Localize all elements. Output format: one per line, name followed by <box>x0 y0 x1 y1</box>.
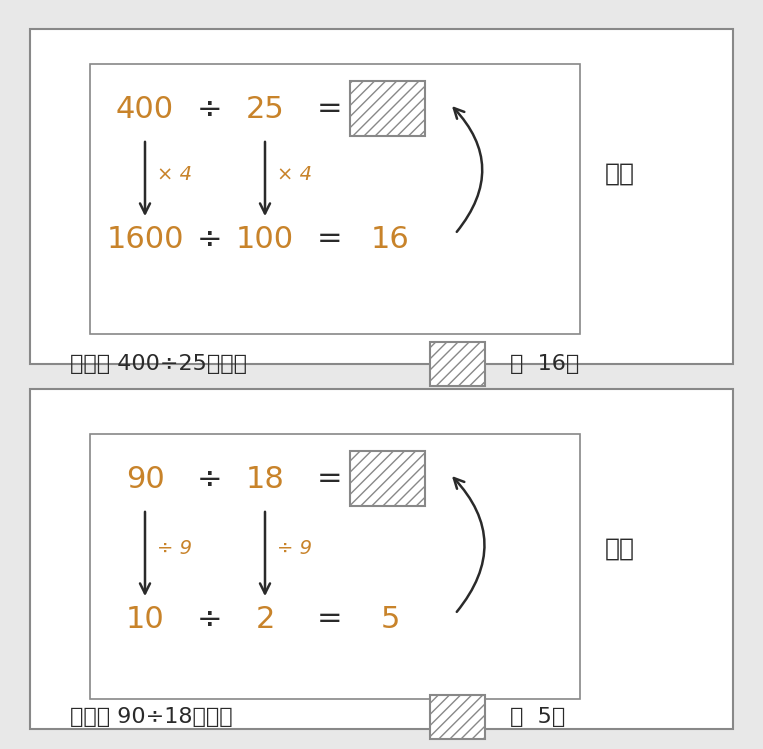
Text: 90: 90 <box>126 464 164 494</box>
FancyArrowPatch shape <box>454 108 482 232</box>
Text: × 4: × 4 <box>277 165 312 184</box>
Bar <box>90 64 580 334</box>
Text: 1600: 1600 <box>106 225 184 253</box>
Text: 2: 2 <box>256 604 275 634</box>
Text: =: = <box>317 464 343 494</box>
Text: ÷: ÷ <box>197 464 223 494</box>
Text: 因此， 90÷18的答案: 因此， 90÷18的答案 <box>70 707 233 727</box>
Text: 18: 18 <box>246 464 285 494</box>
Text: =: = <box>317 604 343 634</box>
FancyArrowPatch shape <box>454 478 485 612</box>
Text: 不变: 不变 <box>605 537 635 561</box>
Text: 5: 5 <box>380 604 400 634</box>
Text: =: = <box>317 225 343 253</box>
Text: 是  16。: 是 16。 <box>510 354 579 374</box>
Text: ÷: ÷ <box>197 604 223 634</box>
Text: 100: 100 <box>236 225 294 253</box>
Bar <box>30 29 733 364</box>
Text: 400: 400 <box>116 94 174 124</box>
Text: ÷ 9: ÷ 9 <box>277 539 312 559</box>
Text: 10: 10 <box>126 604 164 634</box>
Bar <box>430 695 485 739</box>
Bar <box>430 342 485 386</box>
Text: =: = <box>317 94 343 124</box>
Text: ÷ 9: ÷ 9 <box>157 539 192 559</box>
Bar <box>30 389 733 729</box>
Bar <box>350 81 425 136</box>
Bar <box>350 451 425 506</box>
Text: ÷: ÷ <box>197 225 223 253</box>
Text: ÷: ÷ <box>197 94 223 124</box>
Text: 16: 16 <box>371 225 410 253</box>
Text: 是  5。: 是 5。 <box>510 707 565 727</box>
Text: 25: 25 <box>246 94 285 124</box>
Text: 因此， 400÷25的答案: 因此， 400÷25的答案 <box>70 354 247 374</box>
Text: × 4: × 4 <box>157 165 192 184</box>
Bar <box>90 434 580 699</box>
Text: 不变: 不变 <box>605 162 635 186</box>
